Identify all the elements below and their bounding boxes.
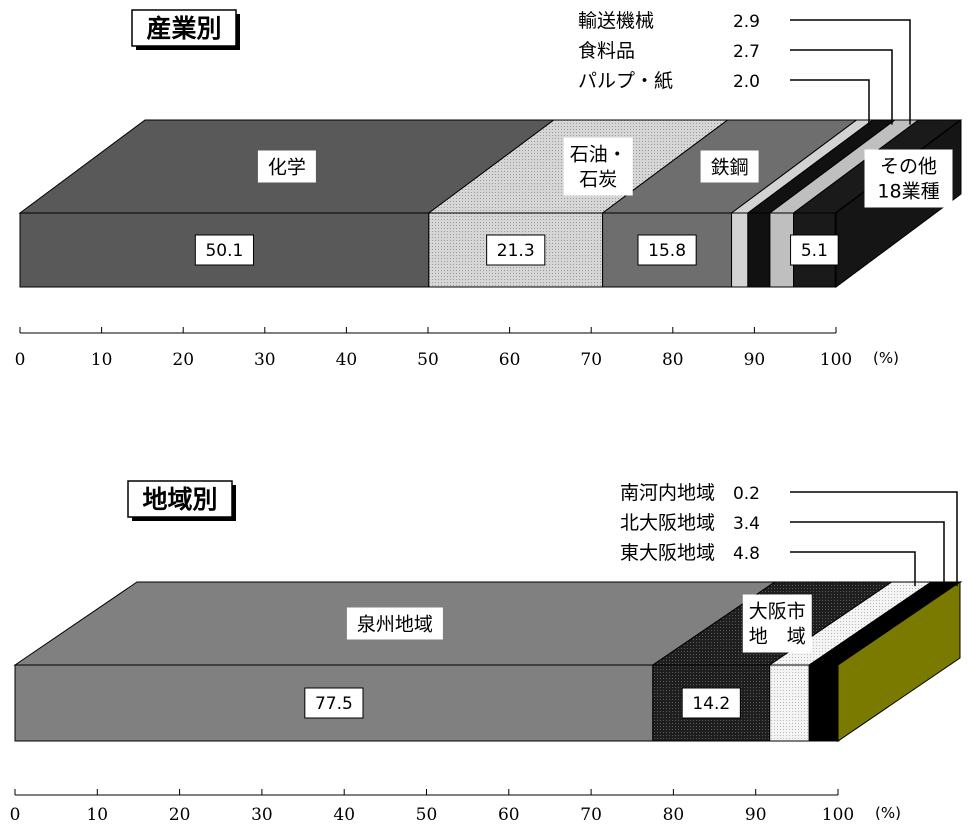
bar-1-value-label-3-box bbox=[637, 234, 697, 266]
x-tick-label-1-7: 60 bbox=[499, 350, 521, 370]
x-tick-label-2-2: 10 bbox=[86, 805, 108, 825]
x-tick-label-2-6: 50 bbox=[416, 805, 438, 825]
bar-2-name-1-box bbox=[346, 607, 443, 640]
bar-1-name-2-line-2: 石炭 bbox=[579, 169, 617, 191]
chart-2-title: 地域別 bbox=[142, 485, 217, 514]
leader-2-value-3: 4.8 bbox=[733, 544, 760, 564]
leader-2-line-2 bbox=[790, 521, 945, 587]
leader-1-name-3: パルプ・紙 bbox=[578, 70, 673, 92]
bar-1-name-3: 鉄鋼 bbox=[711, 157, 749, 179]
bar-1-name-7-box bbox=[864, 149, 953, 208]
bar-1-value-label-3: 15.8 bbox=[648, 241, 686, 261]
bar-1-name-7-line-2: 18業種 bbox=[877, 181, 939, 203]
bar-1-segment-6 bbox=[769, 212, 795, 288]
leader-1-name-1: 輸送機械 bbox=[578, 10, 654, 32]
bar-2-value-label-1-box bbox=[304, 687, 364, 719]
axis-unit-2: (%) bbox=[875, 804, 901, 822]
chart-2-title-frame bbox=[127, 480, 233, 518]
bar-2-value-label-2-box bbox=[681, 687, 741, 719]
x-tick-label-2-4: 30 bbox=[251, 805, 273, 825]
x-tick-label-2-5: 40 bbox=[333, 805, 355, 825]
leader-1-value-1: 2.9 bbox=[733, 12, 760, 32]
bar-1-value-label-2: 21.3 bbox=[497, 241, 535, 261]
bar-2-value-label-1: 77.5 bbox=[315, 694, 353, 714]
bar-2-side-face bbox=[837, 581, 961, 742]
leader-1-line-1 bbox=[790, 19, 911, 125]
x-tick-label-2-10: 90 bbox=[745, 805, 767, 825]
bar-1-name-3-box bbox=[700, 150, 759, 183]
x-tick-label-2-7: 60 bbox=[498, 805, 520, 825]
leader-2-name-1: 南河内地域 bbox=[620, 482, 715, 504]
leader-2-name-3: 東大阪地域 bbox=[620, 542, 715, 564]
x-tick-label-1-5: 40 bbox=[336, 350, 358, 370]
bar-1-value-label-1-box bbox=[194, 234, 254, 266]
x-tick-label-2-8: 70 bbox=[580, 805, 602, 825]
bar-1-segment-4 bbox=[731, 212, 749, 288]
bar-1-name-2-line-1: 石油・ bbox=[570, 144, 627, 166]
bar-1-name-1: 化学 bbox=[268, 157, 306, 179]
x-tick-label-1-2: 10 bbox=[91, 350, 113, 370]
bar-2-value-label-2: 14.2 bbox=[692, 694, 730, 714]
leader-1-value-2: 2.7 bbox=[733, 42, 760, 62]
leader-2-line-1 bbox=[790, 491, 958, 587]
leader-2-value-1: 0.2 bbox=[733, 484, 760, 504]
x-tick-label-1-6: 50 bbox=[417, 350, 439, 370]
leader-1-line-3 bbox=[790, 79, 870, 125]
bar-1-segment-5 bbox=[747, 212, 771, 288]
bar-1-name-1-box bbox=[257, 150, 316, 183]
chart-1-title-frame bbox=[131, 9, 237, 47]
x-tick-label-2-3: 20 bbox=[169, 805, 191, 825]
x-tick-label-1-4: 30 bbox=[254, 350, 276, 370]
leader-1-line-2 bbox=[790, 49, 893, 125]
bar-1-value-label-1: 50.1 bbox=[205, 241, 243, 261]
leader-2-name-2: 北大阪地域 bbox=[620, 512, 715, 534]
leader-2-value-2: 3.4 bbox=[733, 514, 760, 534]
bar-1-name-2-box bbox=[563, 137, 633, 196]
x-tick-label-1-3: 20 bbox=[172, 350, 194, 370]
bar-2-name-2-line-2: 地 域 bbox=[749, 626, 806, 648]
x-tick-label-1-1: 0 bbox=[15, 350, 26, 370]
bar-1-value-label-7-box bbox=[790, 234, 839, 266]
bar-2-name-1: 泉州地域 bbox=[357, 614, 433, 636]
leader-1-name-2: 食料品 bbox=[578, 40, 635, 62]
bar-2-name-2-line-1: 大阪市 bbox=[749, 601, 806, 623]
bar-1-name-7-line-1: その他 bbox=[880, 156, 937, 178]
x-tick-label-1-11: 100 bbox=[820, 350, 852, 370]
bar-1-segment-2 bbox=[428, 212, 604, 288]
bar-2-segment-3 bbox=[769, 664, 810, 742]
bar-2-name-2-box bbox=[742, 594, 812, 653]
bar-1-value-label-2-box bbox=[486, 234, 546, 266]
x-tick-label-1-8: 70 bbox=[580, 350, 602, 370]
x-tick-label-2-1: 0 bbox=[10, 805, 21, 825]
leader-2-line-3 bbox=[790, 551, 916, 587]
axis-unit-1: (%) bbox=[873, 349, 899, 367]
x-tick-label-2-9: 80 bbox=[663, 805, 685, 825]
bar-2-segment-4 bbox=[808, 664, 838, 742]
x-tick-label-2-11: 100 bbox=[822, 805, 854, 825]
bar-1-value-label-7: 5.1 bbox=[801, 241, 828, 261]
x-tick-label-1-10: 90 bbox=[744, 350, 766, 370]
x-tick-label-1-9: 80 bbox=[662, 350, 684, 370]
leader-1-value-3: 2.0 bbox=[733, 72, 760, 92]
chart-1-title: 産業別 bbox=[146, 14, 221, 43]
